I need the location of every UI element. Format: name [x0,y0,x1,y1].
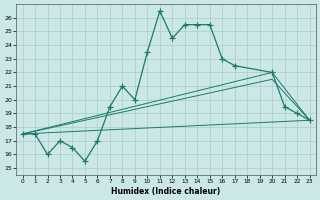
X-axis label: Humidex (Indice chaleur): Humidex (Indice chaleur) [111,187,221,196]
